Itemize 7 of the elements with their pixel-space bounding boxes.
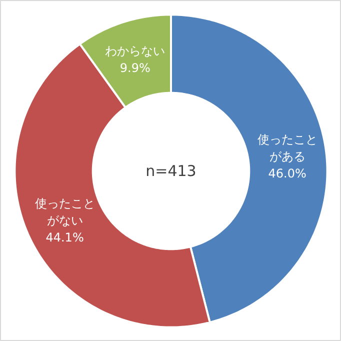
text: n=413: [146, 162, 196, 180]
data-label: 44.1%: [46, 230, 84, 245]
slice-label: わからない: [105, 44, 166, 58]
slice-label: 使ったことがない: [34, 196, 95, 228]
slice-label: 使ったことがある: [257, 132, 318, 164]
data-label: 46.0%: [268, 166, 306, 180]
data-label: 9.9%: [120, 60, 150, 75]
